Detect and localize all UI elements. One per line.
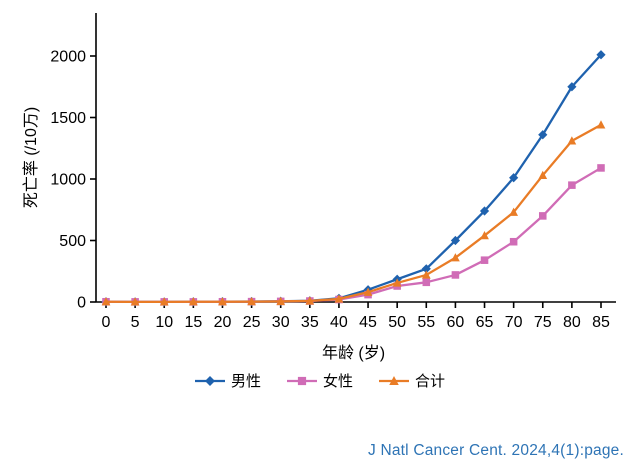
chart-legend: 男性 女性 合计: [0, 370, 640, 391]
svg-text:45: 45: [359, 314, 377, 331]
svg-text:65: 65: [476, 314, 494, 331]
svg-text:50: 50: [388, 314, 406, 331]
svg-text:25: 25: [243, 314, 261, 331]
svg-text:1500: 1500: [50, 110, 86, 127]
svg-text:15: 15: [184, 314, 202, 331]
legend-item-male: 男性: [194, 370, 261, 391]
svg-text:55: 55: [417, 314, 435, 331]
svg-text:30: 30: [272, 314, 290, 331]
legend-item-total: 合计: [379, 370, 445, 391]
legend-label-male: 男性: [230, 373, 261, 390]
svg-text:5: 5: [131, 314, 140, 331]
svg-text:80: 80: [563, 314, 581, 331]
source-citation: J Natl Cancer Cent. 2024,4(1):page.: [368, 442, 624, 459]
svg-text:75: 75: [534, 314, 552, 331]
svg-text:0: 0: [102, 314, 111, 331]
svg-text:0: 0: [77, 295, 86, 312]
svg-text:20: 20: [214, 314, 232, 331]
svg-text:60: 60: [447, 314, 465, 331]
svg-text:500: 500: [59, 233, 86, 250]
svg-text:85: 85: [592, 314, 610, 331]
svg-text:年龄 (岁): 年龄 (岁): [322, 344, 385, 362]
svg-text:2000: 2000: [50, 49, 86, 66]
svg-text:死亡率 (/10万): 死亡率 (/10万): [22, 107, 40, 208]
legend-label-total: 合计: [415, 373, 446, 390]
legend-label-female: 女性: [322, 373, 353, 390]
legend-item-female: 女性: [286, 370, 353, 391]
male-series-marker-icon: [194, 375, 225, 386]
total-series-marker-icon: [379, 375, 409, 385]
svg-text:1000: 1000: [50, 172, 86, 189]
svg-text:40: 40: [330, 314, 348, 331]
svg-text:35: 35: [301, 314, 319, 331]
svg-text:70: 70: [505, 314, 523, 331]
mortality-line-chart: 0 500 1000 1500 2000 0 5 10 15 20 25 30 35 40 45 50 55 60…: [22, 13, 616, 362]
female-series-marker-icon: [286, 376, 317, 385]
svg-text:10: 10: [155, 314, 173, 331]
